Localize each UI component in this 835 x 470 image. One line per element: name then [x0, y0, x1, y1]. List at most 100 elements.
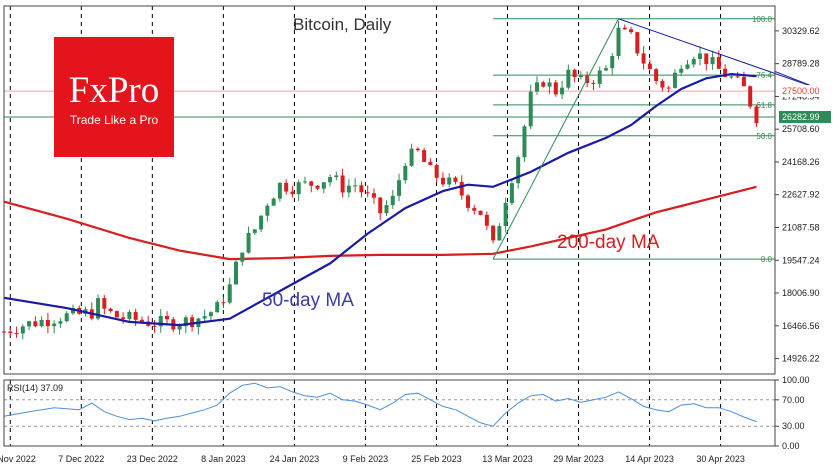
- candle-body: [647, 63, 652, 70]
- candle-body: [641, 53, 646, 64]
- candle-body: [591, 82, 596, 84]
- candle-body: [127, 311, 132, 319]
- candle-body: [259, 215, 264, 230]
- candle-body: [541, 82, 546, 87]
- candle-body: [290, 191, 295, 195]
- x-tick-label: 8 Jan 2023: [201, 454, 246, 464]
- candle-body: [45, 319, 50, 327]
- rsi-y-tick-label: 30.00: [782, 421, 805, 431]
- candle-body: [96, 298, 101, 319]
- candle-body: [70, 307, 75, 314]
- logo-name: FxPro: [68, 70, 160, 111]
- candle-body: [672, 72, 677, 88]
- x-tick-label: 7 Dec 2022: [58, 454, 104, 464]
- last-price-tag: 26282.99: [782, 112, 820, 122]
- candle-body: [340, 175, 345, 193]
- candle-body: [139, 319, 144, 322]
- y-tick-label: 19547.24: [782, 255, 820, 265]
- candle-body: [685, 64, 690, 69]
- candle-body: [409, 148, 414, 166]
- candle-body: [202, 316, 207, 319]
- candle-body: [754, 106, 759, 124]
- candle-body: [497, 226, 502, 241]
- x-tick-label: 25 Feb 2023: [411, 454, 462, 464]
- y-tick-label: 16466.56: [782, 321, 820, 331]
- candle-body: [39, 319, 44, 327]
- candle-body: [491, 225, 496, 241]
- rsi-y-tick-label: 70.00: [782, 395, 805, 405]
- candle-body: [102, 298, 107, 309]
- candle-body: [309, 181, 314, 186]
- fib-level-label: 0.0: [761, 255, 773, 264]
- candle-body: [478, 210, 483, 215]
- candle-body: [403, 165, 408, 181]
- candle-body: [622, 27, 627, 30]
- candle-body: [208, 312, 213, 317]
- y-tick-label: 18006.90: [782, 288, 820, 298]
- candle-body: [547, 82, 552, 87]
- candle-body: [572, 69, 577, 78]
- candle-body: [415, 148, 420, 151]
- candle-body: [741, 76, 746, 87]
- candle-body: [321, 182, 326, 189]
- candle-body: [723, 68, 728, 77]
- candle-body: [353, 185, 358, 187]
- candle-body: [453, 177, 458, 182]
- candle-body: [503, 202, 508, 227]
- rsi-label: RSI(14) 37.09: [7, 383, 63, 393]
- candle-body: [691, 58, 696, 65]
- trendline: [492, 18, 619, 260]
- x-tick-label: 29 Mar 2023: [553, 454, 604, 464]
- candle-body: [8, 331, 13, 334]
- candle-body: [528, 91, 533, 127]
- candle-body: [108, 308, 113, 312]
- candle-body: [654, 69, 659, 82]
- x-tick-label: 13 Mar 2023: [482, 454, 533, 464]
- candle-body: [434, 165, 439, 178]
- candle-body: [152, 325, 157, 327]
- candle-body: [284, 182, 289, 192]
- candle-body: [447, 177, 452, 185]
- candle-body: [215, 302, 220, 313]
- candle-body: [221, 302, 226, 304]
- candle-body: [296, 182, 301, 195]
- candle-body: [20, 326, 25, 334]
- candle-body: [716, 57, 721, 69]
- candle-body: [265, 205, 270, 216]
- x-tick-label: 24 Jan 2023: [270, 454, 320, 464]
- candle-body: [365, 192, 370, 194]
- candle-body: [33, 321, 38, 327]
- candle-body: [240, 252, 245, 262]
- rsi-plot-frame: [3, 379, 776, 447]
- candle-body: [629, 29, 634, 33]
- candle-body: [660, 81, 665, 88]
- candle-body: [748, 86, 753, 107]
- ma200-label: 200-day MA: [557, 232, 660, 253]
- ma50-label: 50-day MA: [262, 290, 354, 311]
- candle-body: [359, 185, 364, 193]
- fib-level-label: 100.0: [752, 15, 773, 24]
- candle-body: [560, 87, 565, 95]
- y-tick-label: 28789.28: [782, 59, 820, 69]
- candle-body: [271, 198, 276, 206]
- candle-body: [328, 177, 333, 183]
- candle-body: [315, 185, 320, 189]
- current-price-tag: 27500.00: [782, 86, 820, 96]
- candle-body: [121, 317, 126, 319]
- candle-body: [516, 157, 521, 184]
- candle-body: [597, 70, 602, 84]
- candle-body: [64, 313, 69, 322]
- fxpro-logo: FxPro Trade Like a Pro: [54, 37, 174, 157]
- candle-body: [428, 161, 433, 166]
- candle-body: [440, 177, 445, 185]
- current-price-tag-bg: [779, 85, 831, 98]
- candle-body: [616, 27, 621, 57]
- y-tick-label: 25708.60: [782, 124, 820, 134]
- candle-body: [165, 315, 170, 320]
- x-tick-label: 30 Apr 2023: [696, 454, 745, 464]
- candle-body: [522, 126, 527, 158]
- candle-body: [472, 207, 477, 211]
- chart-title: Bitcoin, Daily: [293, 15, 392, 34]
